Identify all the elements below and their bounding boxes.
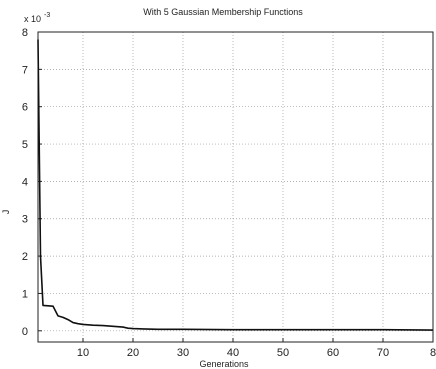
x-tick-label: 60 xyxy=(327,347,339,359)
y-tick-label: 2 xyxy=(22,251,28,263)
svg-text:-3: -3 xyxy=(44,12,50,19)
y-tick-label: 3 xyxy=(22,214,28,226)
y-multiplier: x 10 -3 xyxy=(24,12,50,24)
grid xyxy=(38,31,434,342)
x-axis-label: Generations xyxy=(199,359,249,369)
x-tick-label: 40 xyxy=(227,347,239,359)
plot-frame xyxy=(37,31,434,343)
x-tick-label: 30 xyxy=(177,347,189,359)
y-tick-label: 6 xyxy=(22,102,28,114)
y-axis-label: J xyxy=(1,210,11,215)
svg-text:x 10: x 10 xyxy=(24,14,41,24)
x-ticks: 10 20 30 40 50 60 70 8 xyxy=(77,338,436,359)
y-tick-label: 8 xyxy=(22,27,28,39)
y-tick-label: 5 xyxy=(22,139,28,151)
chart-title: With 5 Gaussian Membership Functions xyxy=(143,7,303,17)
x-tick-label: 8 xyxy=(430,347,436,359)
y-tick-label: 0 xyxy=(22,326,28,338)
x-tick-label: 20 xyxy=(127,347,139,359)
x-tick-label: 50 xyxy=(277,347,289,359)
series-line xyxy=(37,39,434,331)
y-tick-label: 4 xyxy=(22,176,28,188)
x-tick-label: 70 xyxy=(377,347,389,359)
x-tick-label: 10 xyxy=(77,347,89,359)
y-tick-label: 7 xyxy=(22,64,28,76)
series-layer xyxy=(37,39,434,331)
y-tick-label: 1 xyxy=(22,288,28,300)
